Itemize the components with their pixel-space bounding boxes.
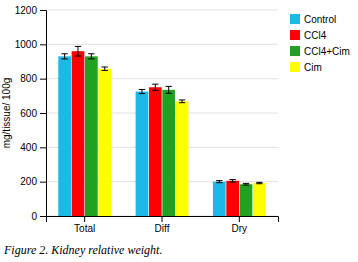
plot: 0 200 400 600 800 1000 1200 Total Diff Dry mg/tiss…: [1, 5, 279, 234]
x-axis-line: [47, 217, 279, 223]
legend-item: CCl4: [290, 30, 327, 41]
y-axis-title: mg/tissue/ 100g: [1, 78, 12, 149]
x-tick: Dry: [232, 216, 248, 234]
x-tick-mark: [162, 216, 163, 222]
error-bar: [61, 54, 67, 59]
legend-swatch: [290, 14, 300, 24]
x-tick-label: Total: [74, 223, 95, 234]
error-bar: [216, 181, 222, 183]
y-tick: 800: [20, 73, 46, 84]
legend-label: CCl4+Cim: [304, 46, 350, 57]
x-tick-label: Dry: [232, 223, 248, 234]
y-tick: 200: [20, 176, 46, 187]
y-tick-label: 200: [20, 176, 37, 187]
bar: [213, 182, 226, 216]
error-bars: [102, 67, 263, 184]
bar: [162, 90, 175, 216]
error-bar: [88, 54, 94, 59]
error-bar: [166, 86, 172, 93]
x-tick-label: Diff: [155, 223, 170, 234]
y-axis: 0 200 400 600 800 1000 1200: [15, 5, 47, 222]
y-tick: 1200: [15, 5, 46, 16]
error-bars: [88, 54, 249, 185]
error-bars: [61, 54, 222, 183]
bar: [58, 56, 71, 216]
error-bar: [229, 180, 235, 182]
legend-label: CCl4: [304, 30, 327, 41]
chart: 0 200 400 600 800 1000 1200 Total Diff Dry mg/tiss…: [0, 0, 358, 262]
legend-item: CCl4+Cim: [290, 46, 350, 57]
x-tick-mark: [84, 216, 85, 222]
y-tick: 600: [20, 108, 46, 119]
bar: [240, 184, 253, 216]
grid: [46, 10, 278, 216]
y-tick-label: 0: [31, 211, 37, 222]
bar: [72, 51, 85, 216]
y-tick: 1000: [15, 39, 46, 50]
bar: [98, 69, 111, 216]
x-axis: Total Diff Dry: [47, 216, 279, 234]
legend-item: Cim: [290, 62, 322, 73]
legend-label: Cim: [304, 62, 322, 73]
legend-swatch: [290, 46, 300, 56]
error-bars: [75, 46, 236, 182]
legend-swatch: [290, 62, 300, 72]
error-bar: [139, 89, 145, 93]
bar: [226, 181, 239, 216]
series: [85, 56, 252, 216]
error-bar: [152, 84, 158, 90]
legend-swatch: [290, 30, 300, 40]
y-tick-label: 800: [20, 73, 37, 84]
marks: [58, 46, 265, 216]
error-bar: [75, 46, 81, 56]
y-tick-mark: [40, 44, 46, 45]
bar: [253, 183, 266, 216]
bar: [136, 92, 149, 216]
y-axis-line: [40, 11, 47, 217]
bar: [85, 56, 98, 216]
y-tick-mark: [40, 79, 46, 80]
y-tick-mark: [40, 10, 46, 11]
legend: Control CCl4 CCl4+Cim Cim: [290, 14, 350, 73]
y-tick-label: 600: [20, 108, 37, 119]
y-tick-label: 400: [20, 142, 37, 153]
y-tick-mark: [40, 147, 46, 148]
grid-line: [46, 44, 278, 45]
legend-label: Control: [304, 14, 336, 25]
y-tick-mark: [40, 182, 46, 183]
bar: [149, 87, 162, 216]
grid-line: [46, 10, 278, 11]
series: [72, 51, 239, 216]
y-tick-mark: [40, 216, 46, 217]
x-tick: Total: [74, 216, 95, 234]
bar: [176, 101, 189, 216]
y-tick: 400: [20, 142, 46, 153]
series: [98, 69, 265, 216]
y-tick-label: 1000: [15, 39, 38, 50]
y-tick: 0: [31, 211, 46, 222]
error-bar: [243, 183, 249, 185]
y-tick-mark: [40, 113, 46, 114]
y-tick-label: 1200: [15, 5, 38, 16]
x-tick-mark: [239, 216, 240, 222]
error-bar: [256, 182, 262, 183]
error-bar: [102, 67, 108, 70]
error-bar: [179, 100, 185, 103]
x-tick: Diff: [155, 216, 170, 234]
title: Figure 2. Kidney relative weight.: [3, 243, 162, 257]
legend-item: Control: [290, 14, 336, 25]
